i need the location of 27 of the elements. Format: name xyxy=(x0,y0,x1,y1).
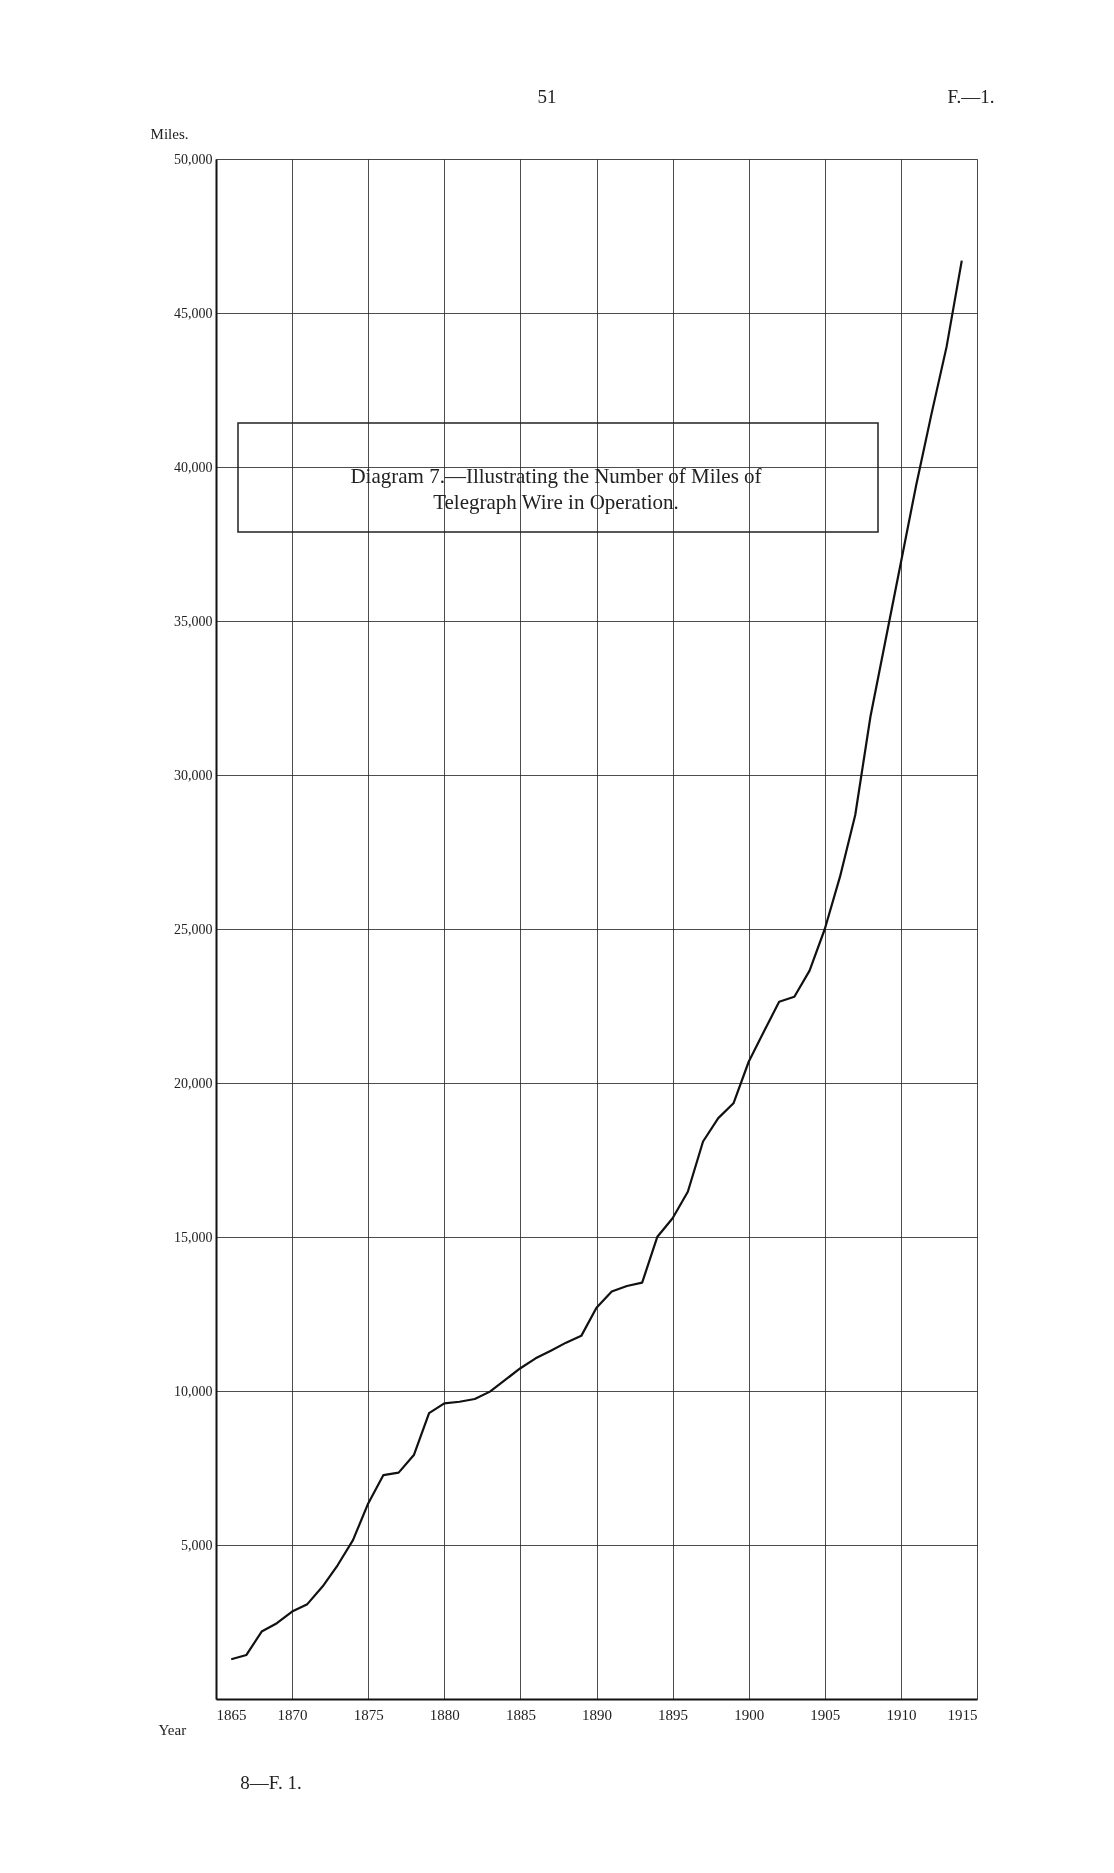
x-tick-label: 1900 xyxy=(734,1706,765,1723)
y-tick-label: 5,000 xyxy=(181,1537,213,1553)
x-tick-label: 1875 xyxy=(353,1706,384,1723)
y-tick-label: 35,000 xyxy=(174,613,213,629)
text: 51 xyxy=(537,86,557,107)
x-tick-label: 1865 xyxy=(216,1706,247,1723)
x-tick-label: 1915 xyxy=(947,1706,978,1723)
x-tick-label: 1895 xyxy=(658,1706,689,1723)
y-tick-label: 45,000 xyxy=(174,305,213,321)
y-tick-label: 30,000 xyxy=(174,767,213,783)
y-tick-label: 50,000 xyxy=(174,151,213,167)
x-tick-label: 1890 xyxy=(582,1706,612,1723)
line-series xyxy=(230,259,963,1661)
x-tick-label: 1880 xyxy=(429,1706,460,1723)
x-tick-label: 1910 xyxy=(886,1706,917,1723)
x-axis-title: Year xyxy=(158,1721,187,1738)
y-tick-label: 10,000 xyxy=(174,1383,213,1399)
text: 8—F. 1. xyxy=(240,1772,302,1793)
y-tick-label: 40,000 xyxy=(174,459,213,475)
x-tick-label: 1885 xyxy=(505,1706,536,1723)
x-tick-label: 1870 xyxy=(277,1706,308,1723)
y-tick-label: 15,000 xyxy=(174,1229,213,1245)
y-tick-label: 20,000 xyxy=(174,1075,213,1091)
text: F.—1. xyxy=(947,86,995,107)
x-tick-label: 1905 xyxy=(810,1706,841,1723)
y-axis-title: Miles. xyxy=(150,125,189,142)
y-tick-label: 25,000 xyxy=(174,921,213,937)
